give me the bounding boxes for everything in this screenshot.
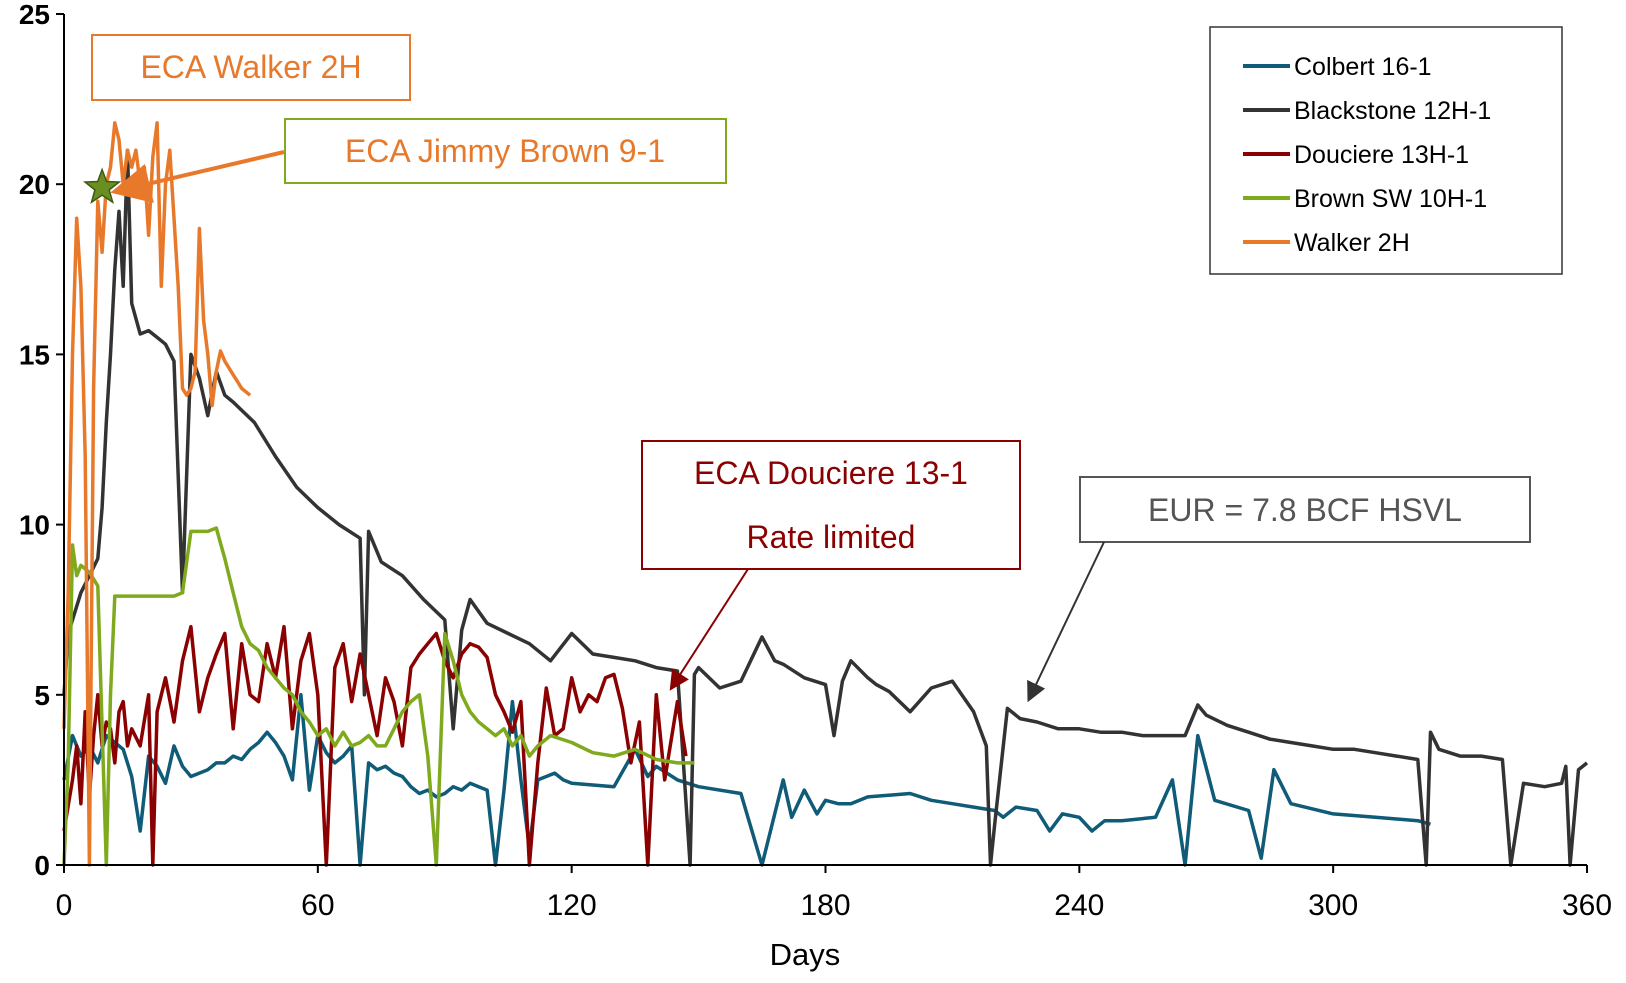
series-layer bbox=[62, 121, 1589, 867]
x-axis-label: Days bbox=[770, 937, 841, 972]
y-tick-label: 25 bbox=[19, 0, 50, 30]
y-tick-label: 20 bbox=[19, 169, 50, 200]
tick-layer: 0 5 10 15 20 25 0 60 120 180 240 300 360 bbox=[19, 0, 1612, 922]
annotation-douciere-line1: ECA Douciere 13-1 bbox=[694, 455, 968, 491]
annotation-jimmy-brown: ECA Jimmy Brown 9-1 bbox=[110, 118, 727, 204]
series-line-brown-sw-10h-1 bbox=[62, 526, 695, 867]
annotation-douciere-line2: Rate limited bbox=[747, 519, 916, 555]
annotation-douciere-arrow bbox=[669, 568, 749, 691]
y-tick-label: 0 bbox=[34, 850, 50, 881]
series-line-blackstone-12h-1 bbox=[62, 148, 1589, 867]
x-tick-label: 360 bbox=[1562, 889, 1612, 922]
x-tick-label: 120 bbox=[547, 889, 597, 922]
series-line-douciere-13h-1 bbox=[62, 624, 688, 867]
x-tick-label: 60 bbox=[301, 889, 334, 922]
x-tick-label: 180 bbox=[800, 889, 850, 922]
annotation-douciere-box bbox=[641, 440, 1021, 570]
annotation-jimmy-brown-arrow bbox=[110, 150, 285, 204]
y-tick-label: 5 bbox=[34, 680, 50, 711]
annotation-walker-box bbox=[91, 34, 411, 101]
annotation-eur-box bbox=[1079, 476, 1531, 543]
y-tick-label: 10 bbox=[19, 510, 50, 541]
legend-label: Brown SW 10H-1 bbox=[1294, 185, 1487, 213]
y-tick-label: 15 bbox=[19, 339, 50, 370]
series-line-walker-2h bbox=[62, 121, 252, 867]
annotation-walker: ECA Walker 2H bbox=[91, 34, 411, 101]
legend-items: Colbert 16-1 Blackstone 12H-1 Douciere 13H… bbox=[1243, 53, 1491, 257]
annotation-eur-arrow bbox=[1027, 541, 1105, 703]
annotation-eur-text: EUR = 7.8 BCF HSVL bbox=[1148, 492, 1462, 528]
legend-label: Walker 2H bbox=[1294, 229, 1410, 257]
legend-label: Douciere 13H-1 bbox=[1294, 141, 1469, 169]
annotation-douciere: ECA Douciere 13-1 Rate limited bbox=[641, 440, 1021, 691]
series-line-colbert-16-1 bbox=[62, 693, 1431, 867]
legend-label: Colbert 16-1 bbox=[1294, 53, 1432, 81]
legend: Colbert 16-1 Blackstone 12H-1 Douciere 13H… bbox=[1209, 26, 1563, 275]
legend-label: Blackstone 12H-1 bbox=[1294, 97, 1491, 125]
annotation-walker-text: ECA Walker 2H bbox=[140, 49, 361, 85]
x-tick-label: 300 bbox=[1308, 889, 1358, 922]
star-marker-icon bbox=[82, 167, 122, 204]
annotation-jimmy-brown-box bbox=[284, 118, 727, 184]
x-tick-label: 0 bbox=[56, 889, 73, 922]
annotation-eur: EUR = 7.8 BCF HSVL bbox=[1027, 476, 1531, 703]
legend-box bbox=[1209, 26, 1563, 275]
x-tick-label: 240 bbox=[1054, 889, 1104, 922]
annotation-jimmy-brown-text: ECA Jimmy Brown 9-1 bbox=[345, 133, 665, 169]
